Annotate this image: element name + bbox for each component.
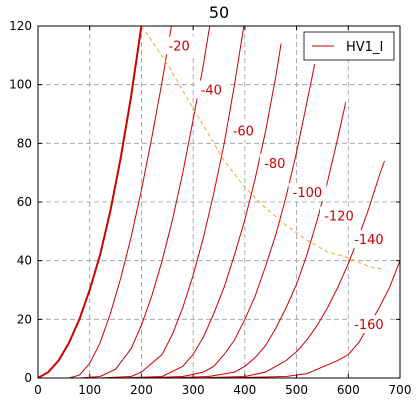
x-tick-label: 600 (337, 383, 360, 397)
curve-label: -80 (264, 157, 285, 172)
series-line (38, 26, 143, 378)
series-group (38, 26, 400, 378)
y-tick-label: 0 (24, 371, 32, 385)
x-tick-label: 500 (285, 383, 308, 397)
x-tick-label: 100 (78, 383, 101, 397)
y-tick-label: 20 (17, 312, 32, 326)
curve-label: -160 (354, 318, 384, 333)
x-tick-label: 400 (233, 383, 256, 397)
series-line (218, 260, 400, 378)
curve-label: -120 (324, 210, 354, 225)
plot-frame (37, 25, 401, 379)
y-tick-label: 80 (17, 136, 32, 150)
curve-label-bg (349, 230, 388, 249)
axes: 0 100 200 300 400 500 600 700 0 20 40 60 80 100 120 (9, 19, 411, 397)
series-line (141, 63, 316, 378)
x-tick-label: 700 (389, 383, 412, 397)
series-line (193, 160, 385, 378)
curve-label-bg (164, 36, 195, 55)
curve-label-bg (349, 315, 388, 334)
y-tick-label: 60 (17, 195, 32, 209)
curve-label: -20 (169, 40, 190, 55)
curve-label-bg (228, 121, 259, 140)
curve-label: -140 (354, 233, 384, 248)
curve-label-bg (319, 206, 358, 225)
load-line (140, 26, 385, 270)
curve-label-bg (288, 183, 327, 202)
x-tick-label: 300 (182, 383, 205, 397)
curve-label-bg (259, 153, 290, 172)
y-tick-label: 40 (17, 254, 32, 268)
legend: HV1_I (303, 31, 395, 61)
y-tick-label: 120 (9, 19, 32, 33)
curve-label: -60 (233, 125, 254, 140)
curve-labels: -20 -40 -60 -80 -100-120-140 -160 (164, 36, 388, 334)
curve-label: -40 (201, 84, 222, 99)
curve-label-bg (196, 80, 227, 99)
curve-label: -100 (293, 186, 323, 201)
series-line (68, 26, 172, 378)
x-tick-label: 200 (130, 383, 153, 397)
legend-label: HV1_I (346, 40, 383, 55)
y-tick-label: 100 (9, 78, 32, 92)
series-line (120, 43, 282, 378)
chart-title: 50 (209, 3, 229, 22)
x-tick-label: 0 (34, 383, 42, 397)
series-line (100, 26, 245, 378)
